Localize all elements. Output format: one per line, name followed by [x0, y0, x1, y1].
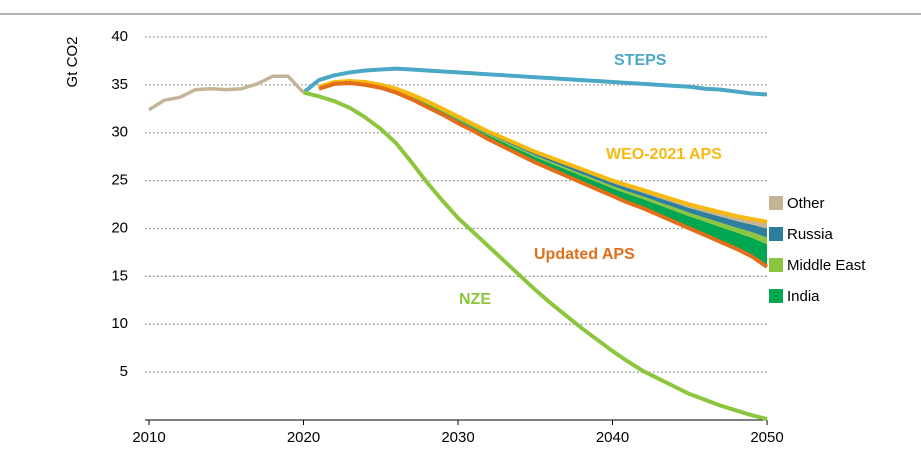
series-label: NZE [459, 291, 491, 308]
series-label: STEPS [614, 52, 667, 69]
x-tick-label: 2040 [596, 429, 629, 446]
legend-swatch [769, 227, 783, 241]
series-label: Updated APS [534, 246, 635, 263]
legend-label: Middle East [787, 257, 866, 274]
y-tick-label: 40 [111, 28, 128, 45]
y-axis-label: Gt CO2 [64, 37, 81, 88]
stack-area [318, 81, 767, 238]
series-line [318, 79, 768, 224]
x-tick-label: 2010 [132, 429, 165, 446]
legend-swatch [769, 289, 783, 303]
x-tick-label: 2050 [750, 429, 783, 446]
legend-label: Other [787, 195, 825, 212]
legend-swatch [769, 258, 783, 272]
y-tick-label: 15 [111, 267, 128, 284]
legend-label: Russia [787, 226, 834, 243]
y-tick-label: 30 [111, 124, 128, 141]
y-tick-label: 5 [120, 363, 128, 380]
y-tick-label: 25 [111, 172, 128, 189]
x-tick-label: 2020 [287, 429, 320, 446]
series-label: WEO-2021 APS [606, 146, 722, 163]
y-tick-label: 35 [111, 76, 128, 93]
series-line [318, 80, 769, 269]
legend-swatch [769, 196, 783, 210]
series-line [303, 90, 768, 421]
history-line [148, 74, 305, 112]
x-tick-label: 2030 [441, 429, 474, 446]
y-tick-label: 20 [111, 219, 128, 236]
legend-label: India [787, 288, 820, 305]
stack-area [318, 82, 767, 267]
y-tick-label: 10 [111, 315, 128, 332]
series-line [302, 66, 768, 97]
